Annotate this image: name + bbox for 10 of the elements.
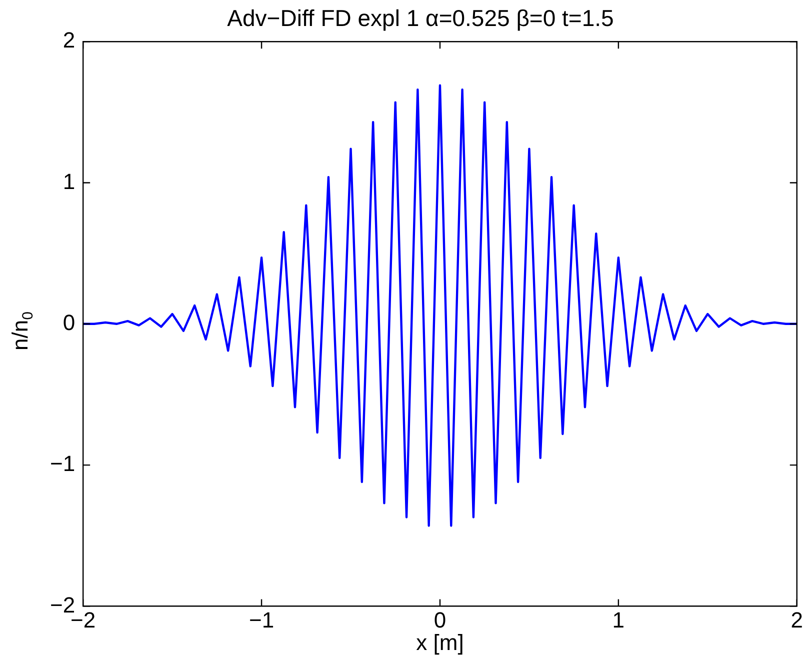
x-axis-title: x [m] [416,630,464,655]
x-tick-label: 0 [434,607,446,632]
x-tick-label: 1 [612,607,625,632]
y-tick-label: 1 [62,168,76,194]
x-tick-label: −1 [248,607,274,632]
chart-title: Adv−Diff FD expl 1 α=0.525 β=0 t=1.5 [227,5,614,32]
y-tick-label: 0 [62,310,76,335]
y-tick-label: 2 [62,28,76,53]
y-tick-label: −1 [50,451,76,476]
x-tick-label: 2 [790,607,804,632]
